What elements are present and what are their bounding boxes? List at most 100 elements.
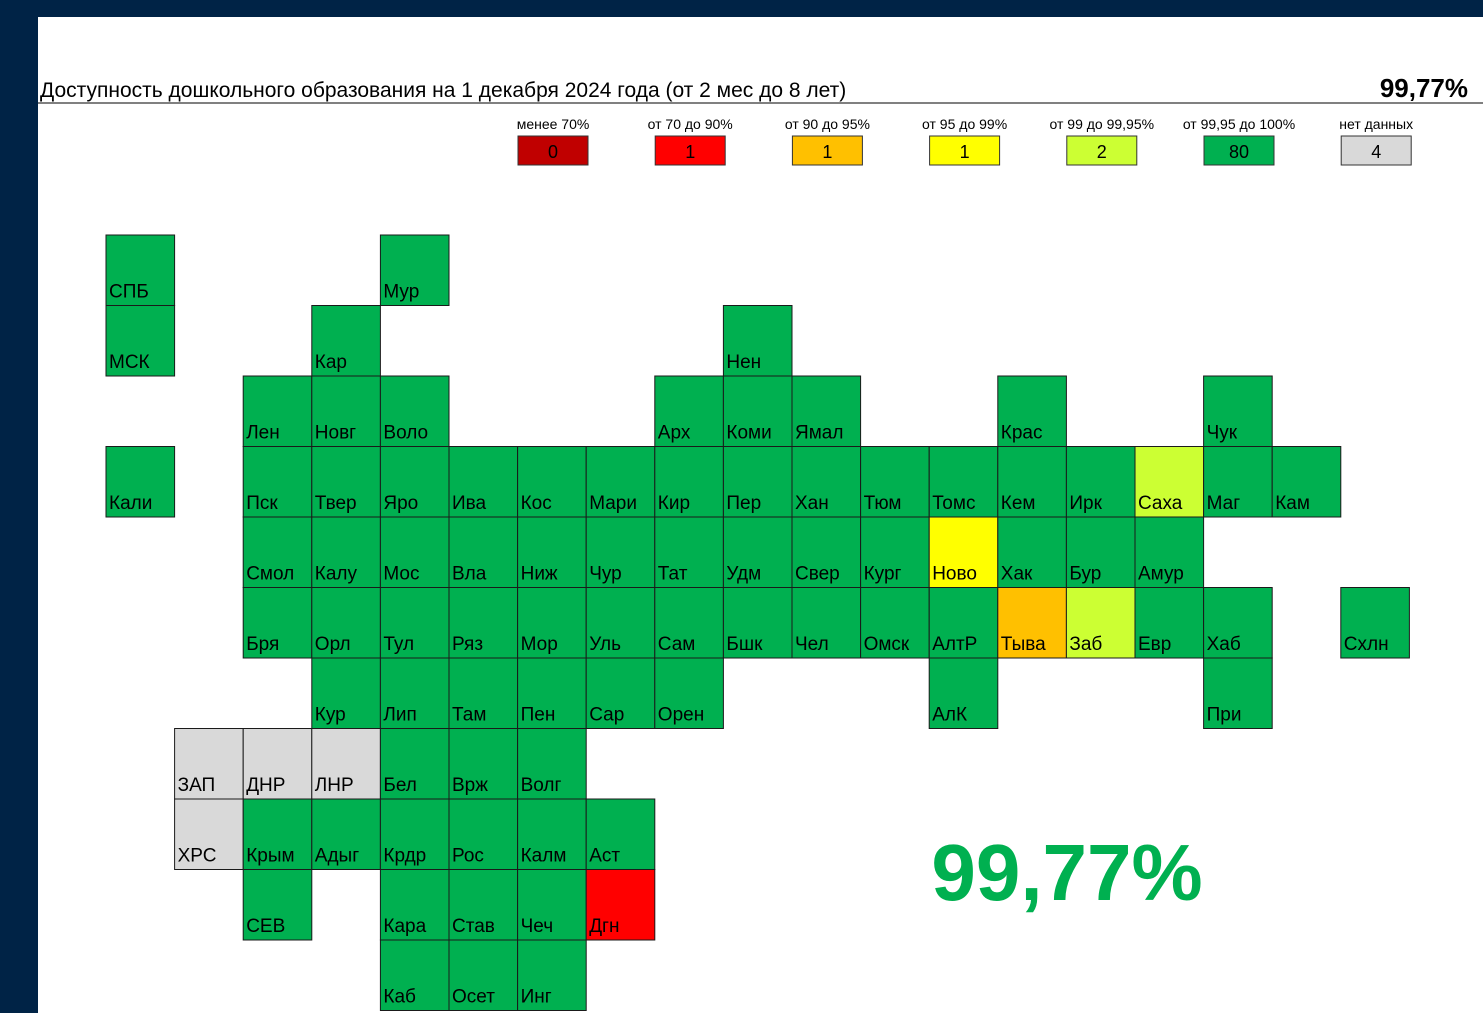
region-label: Хак: [1001, 564, 1033, 585]
legend-box: [1203, 135, 1275, 166]
region-label: Воло: [383, 423, 428, 444]
region-tile: [105, 305, 176, 377]
region-label: СЕВ: [246, 916, 285, 937]
region-label: Чур: [589, 564, 622, 585]
region-tile: [1134, 446, 1205, 518]
region-tile: [585, 869, 656, 941]
legend-count: 4: [1371, 142, 1381, 162]
region-label: Калу: [315, 564, 358, 585]
region-label: Саха: [1138, 493, 1183, 514]
region-tile: [860, 587, 930, 659]
region-label: Орл: [315, 634, 351, 655]
region-label: Бел: [383, 775, 417, 796]
region-label: ЗАП: [178, 775, 216, 796]
legend-count: 2: [1097, 142, 1107, 162]
region-label: Томс: [932, 493, 975, 514]
region-label: Пен: [521, 705, 556, 726]
region-label: Мор: [521, 634, 558, 655]
region-tile: [379, 798, 450, 870]
region-label: Ирк: [1069, 493, 1102, 514]
region-label: Бур: [1069, 564, 1101, 585]
region-tile: [1065, 446, 1136, 518]
region-tile: [1203, 657, 1273, 729]
region-label: Коми: [726, 423, 771, 444]
region-tile: [379, 587, 450, 659]
region-tile: [448, 657, 519, 729]
region-label: Ряз: [452, 634, 483, 655]
region-label: Схлн: [1344, 634, 1389, 655]
region-label: Кали: [109, 493, 152, 514]
region-label: ДНР: [246, 775, 285, 796]
region-tile: [311, 798, 381, 870]
region-label: Удм: [726, 564, 761, 585]
region-label: Осет: [452, 987, 495, 1008]
region-label: Чел: [795, 634, 829, 655]
region-tile: [448, 869, 519, 941]
region-tile: [722, 587, 793, 659]
region-tile: [585, 516, 656, 588]
region-label: Рос: [452, 846, 484, 867]
region-tile: [1203, 375, 1273, 447]
legend-box: [517, 135, 589, 166]
region-label: Арх: [658, 423, 691, 444]
legend-count: 1: [960, 142, 970, 162]
region-tile: [997, 587, 1067, 659]
region-tile: [311, 305, 381, 377]
region-label: Хан: [795, 493, 829, 514]
region-tile: [174, 728, 244, 800]
region-tile: [105, 234, 176, 306]
legend-box: [654, 135, 726, 166]
legend-label: от 99 до 99,95%: [1050, 116, 1155, 132]
region-tile: [448, 446, 519, 518]
region-label: Свер: [795, 564, 840, 585]
region-label: Каб: [383, 987, 416, 1008]
region-tile: [791, 375, 862, 447]
region-tile: [928, 657, 999, 729]
region-label: Сар: [589, 705, 624, 726]
region-label: Крас: [1001, 423, 1043, 444]
region-tile: [654, 446, 724, 518]
region-label: Бшк: [726, 634, 763, 655]
summary: 99,77%: [931, 828, 1202, 917]
region-label: Тыва: [1001, 634, 1046, 655]
region-label: Тюм: [864, 493, 902, 514]
region-label: Кир: [658, 493, 690, 514]
region-tile: [379, 657, 450, 729]
region-label: АлтР: [932, 634, 977, 655]
region-label: Заб: [1069, 634, 1102, 655]
legend-box: [1066, 135, 1138, 166]
region-tile: [174, 798, 244, 870]
region-tile: [860, 446, 930, 518]
region-tile: [654, 587, 724, 659]
region-label: Ниж: [521, 564, 558, 585]
region-label: Ново: [932, 564, 977, 585]
region-label: Пск: [246, 493, 278, 514]
region-label: Яро: [383, 493, 418, 514]
legend-count: 0: [548, 142, 558, 162]
region-label: Кург: [864, 564, 902, 585]
region-tile: [585, 446, 656, 518]
region-tile: [242, 798, 313, 870]
region-label: Кара: [383, 916, 426, 937]
region-tile: [1134, 587, 1205, 659]
region-label: Амур: [1138, 564, 1184, 585]
legend-count: 1: [822, 142, 832, 162]
region-label: СПБ: [109, 282, 149, 303]
region-label: Пер: [726, 493, 761, 514]
region-tile: [448, 939, 519, 1011]
region-tile: [585, 657, 656, 729]
region-label: ХРС: [178, 846, 217, 867]
region-label: Омск: [864, 634, 910, 655]
region-label: Крым: [246, 846, 294, 867]
region-label: Мари: [589, 493, 637, 514]
legend-label: от 70 до 90%: [648, 116, 733, 132]
legend-label: нет данных: [1339, 116, 1413, 132]
region-label: Бря: [246, 634, 279, 655]
region-tile: [311, 516, 381, 588]
region-tile: [585, 587, 656, 659]
region-tile: [379, 234, 450, 306]
region-tile: [311, 657, 381, 729]
region-tile: [311, 375, 381, 447]
region-label: Кам: [1275, 493, 1310, 514]
